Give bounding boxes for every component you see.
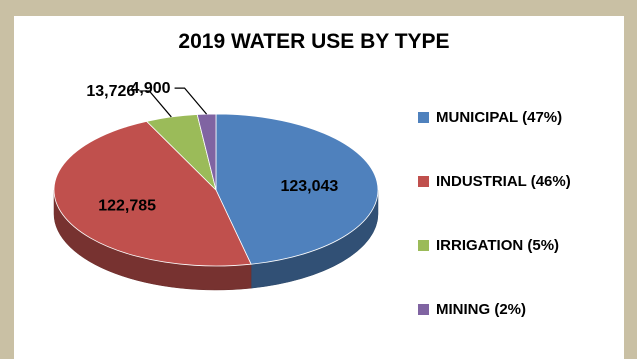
leader-line-2 [139,90,172,118]
legend-swatch-industrial [418,176,429,187]
chart-area: 2019 WATER USE BY TYPE 123,043 122,785 13,… [14,16,624,359]
legend-swatch-irrigation [418,240,429,251]
legend-item-irrigation: IRRIGATION (5%) [418,237,559,254]
legend-item-municipal: MUNICIPAL (47%) [418,109,562,126]
legend-label-mining: MINING (2%) [436,301,526,318]
legend-swatch-municipal [418,112,429,123]
legend-label-municipal: MUNICIPAL (47%) [436,109,563,126]
legend-label-irrigation: IRRIGATION (5%) [436,237,560,254]
data-label-2: 13,726 [86,83,135,100]
pie-slice-0 [215,113,379,265]
pie-slice-1 [53,120,252,267]
legend-label-industrial: INDUSTRIAL (46%) [436,173,571,190]
leader-line-3 [174,87,208,115]
legend-swatch-mining [418,304,429,315]
legend-item-mining: MINING (2%) [418,301,526,318]
chart-title: 2019 WATER USE BY TYPE [178,30,450,53]
data-label-3: 4,900 [131,80,171,97]
pie-slice-3 [196,113,217,191]
data-label-0: 123,043 [280,178,338,195]
legend-item-industrial: INDUSTRIAL (46%) [418,173,571,190]
data-label-1: 122,785 [98,197,156,214]
